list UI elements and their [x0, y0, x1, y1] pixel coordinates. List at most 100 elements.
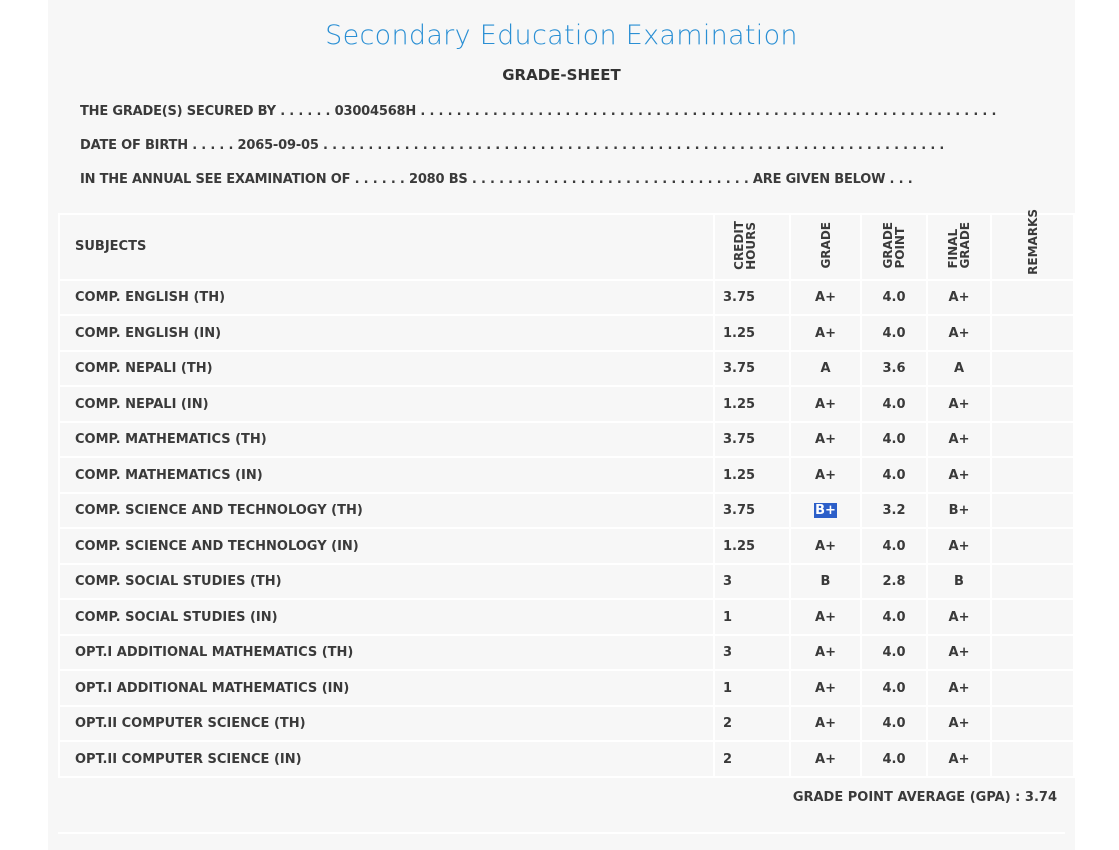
- subject-cell-text: COMP. NEPALI (TH): [75, 361, 213, 377]
- grade-cell-text: A+: [815, 467, 836, 483]
- secured-by-line: THE GRADE(S) SECURED BY . . . . . . 0300…: [80, 104, 996, 119]
- grade-cell: A: [789, 349, 862, 388]
- table-row: COMP. SOCIAL STUDIES (TH) 3 B 2.8 B: [58, 562, 1075, 601]
- credit-hours-cell: 3: [713, 562, 791, 601]
- credit-hours-cell: 3.75: [713, 420, 791, 459]
- grade-point-cell-text: 4.0: [882, 432, 906, 448]
- credit-hours-cell-text: 3: [723, 574, 733, 590]
- final-grade-cell: A+: [926, 278, 992, 317]
- remarks-cell: [990, 527, 1075, 565]
- remarks-cell: [990, 704, 1075, 743]
- divider: [58, 832, 1065, 834]
- credit-hours-cell: 3.75: [713, 491, 791, 530]
- grade-point-cell: 4.0: [860, 314, 928, 352]
- grade-point-cell-text: 4.0: [882, 609, 906, 625]
- credit-hours-cell: 1.25: [713, 314, 791, 352]
- grade-cell: A+: [789, 669, 862, 707]
- grades-table: SUBJECTS CREDIT HOURS GRADE GRADE POINT FI…: [58, 209, 1075, 778]
- table-row: COMP. ENGLISH (IN) 1.25 A+ 4.0 A+: [58, 314, 1075, 352]
- grade-cell-text: A+: [815, 538, 836, 554]
- gpa-summary: GRADE POINT AVERAGE (GPA) : 3.74: [793, 790, 1057, 805]
- subject-cell: COMP. SOCIAL STUDIES (TH): [58, 562, 715, 601]
- grade-point-cell-text: 2.8: [882, 574, 906, 590]
- table-row: OPT.I ADDITIONAL MATHEMATICS (IN) 1 A+ 4.0 A…: [58, 669, 1075, 707]
- subject-cell-text: OPT.II COMPUTER SCIENCE (IN): [75, 751, 302, 767]
- final-grade-cell: A+: [926, 456, 992, 494]
- header-grade-point: GRADE POINT: [881, 221, 907, 269]
- table-row: OPT.II COMPUTER SCIENCE (IN) 2 A+ 4.0 A+: [58, 740, 1075, 778]
- subject-cell-text: COMP. MATHEMATICS (IN): [75, 467, 263, 483]
- remarks-cell: [990, 385, 1075, 423]
- final-grade-cell: A+: [926, 704, 992, 743]
- grade-point-cell: 4.0: [860, 740, 928, 778]
- grade-point-cell-text: 4.0: [882, 751, 906, 767]
- dob-leader: . . . . . . . . . . . . . . . . . . . . …: [323, 138, 945, 153]
- subject-cell: OPT.I ADDITIONAL MATHEMATICS (IN): [58, 669, 715, 707]
- table-row: OPT.II COMPUTER SCIENCE (TH) 2 A+ 4.0 A+: [58, 704, 1075, 743]
- credit-hours-cell: 2: [713, 740, 791, 778]
- subject-cell: OPT.II COMPUTER SCIENCE (TH): [58, 704, 715, 743]
- subject-cell-text: COMP. ENGLISH (TH): [75, 290, 226, 306]
- grade-point-cell: 4.0: [860, 669, 928, 707]
- grade-cell-text: B+: [814, 503, 837, 519]
- grade-point-cell: 4.0: [860, 633, 928, 672]
- header-remarks: REMARKS: [1025, 209, 1040, 275]
- grade-point-cell: 4.0: [860, 420, 928, 459]
- credit-hours-cell-text: 1: [723, 609, 733, 625]
- final-grade-cell-text: A+: [948, 645, 970, 661]
- credit-hours-cell-text: 1.25: [723, 325, 756, 341]
- table-row: OPT.I ADDITIONAL MATHEMATICS (TH) 3 A+ 4.0 A…: [58, 633, 1075, 672]
- gpa-value: 3.74: [1024, 790, 1057, 805]
- subject-cell: OPT.I ADDITIONAL MATHEMATICS (TH): [58, 633, 715, 672]
- subject-cell: COMP. MATHEMATICS (IN): [58, 456, 715, 494]
- grade-cell: A+: [789, 704, 862, 743]
- subject-cell-text: COMP. NEPALI (IN): [75, 396, 209, 412]
- grade-point-cell: 4.0: [860, 456, 928, 494]
- remarks-cell: [990, 669, 1075, 707]
- grade-point-cell-text: 3.2: [882, 503, 906, 519]
- dob-label: DATE OF BIRTH . . . . .: [80, 138, 234, 153]
- subject-cell-text: COMP. SCIENCE AND TECHNOLOGY (TH): [75, 503, 363, 519]
- final-grade-cell-text: A+: [948, 432, 970, 448]
- subject-cell-text: COMP. SOCIAL STUDIES (IN): [75, 609, 278, 625]
- final-grade-cell: B+: [926, 491, 992, 530]
- final-grade-cell: A+: [926, 420, 992, 459]
- grade-cell-text: A+: [815, 680, 836, 696]
- header-credit-hours: CREDIT HOURS: [732, 220, 758, 270]
- credit-hours-cell-text: 3.75: [723, 503, 756, 519]
- grade-point-cell: 4.0: [860, 527, 928, 565]
- credit-hours-cell: 1.25: [713, 456, 791, 494]
- grade-cell: B: [789, 562, 862, 601]
- page-title: Secondary Education Examination: [325, 20, 798, 51]
- grade-cell-text: B: [820, 574, 831, 590]
- exam-leader: . . . . . . . . . . . . . . . . . . . . …: [471, 172, 913, 187]
- grade-cell-text: A+: [815, 751, 836, 767]
- table-row: COMP. NEPALI (IN) 1.25 A+ 4.0 A+: [58, 385, 1075, 423]
- final-grade-cell-text: A: [953, 361, 965, 377]
- final-grade-cell: B: [926, 562, 992, 601]
- subject-cell: COMP. MATHEMATICS (TH): [58, 420, 715, 459]
- final-grade-cell: A+: [926, 669, 992, 707]
- subject-cell: COMP. SCIENCE AND TECHNOLOGY (TH): [58, 491, 715, 530]
- grade-cell: A+: [789, 385, 862, 423]
- final-grade-cell: A+: [926, 598, 992, 636]
- page-subtitle: GRADE-SHEET: [502, 66, 621, 84]
- subject-cell: COMP. SCIENCE AND TECHNOLOGY (IN): [58, 527, 715, 565]
- credit-hours-cell-text: 2: [723, 751, 733, 767]
- grade-cell: A+: [789, 456, 862, 494]
- grade-point-cell-text: 4.0: [882, 538, 906, 554]
- grade-cell: A+: [789, 278, 862, 317]
- remarks-cell: [990, 562, 1075, 601]
- final-grade-cell-text: A+: [948, 290, 970, 306]
- dob-value: 2065-09-05: [237, 138, 319, 153]
- credit-hours-cell: 1.25: [713, 385, 791, 423]
- remarks-cell: [990, 491, 1075, 530]
- final-grade-cell-text: A+: [948, 609, 970, 625]
- final-grade-cell: A+: [926, 385, 992, 423]
- table-header-row: SUBJECTS CREDIT HOURS GRADE GRADE POINT FI…: [58, 209, 1075, 281]
- grade-cell: A+: [789, 740, 862, 778]
- subject-cell: COMP. NEPALI (IN): [58, 385, 715, 423]
- final-grade-cell: A+: [926, 740, 992, 778]
- final-grade-cell-text: A+: [948, 751, 970, 767]
- grade-cell: A+: [789, 420, 862, 459]
